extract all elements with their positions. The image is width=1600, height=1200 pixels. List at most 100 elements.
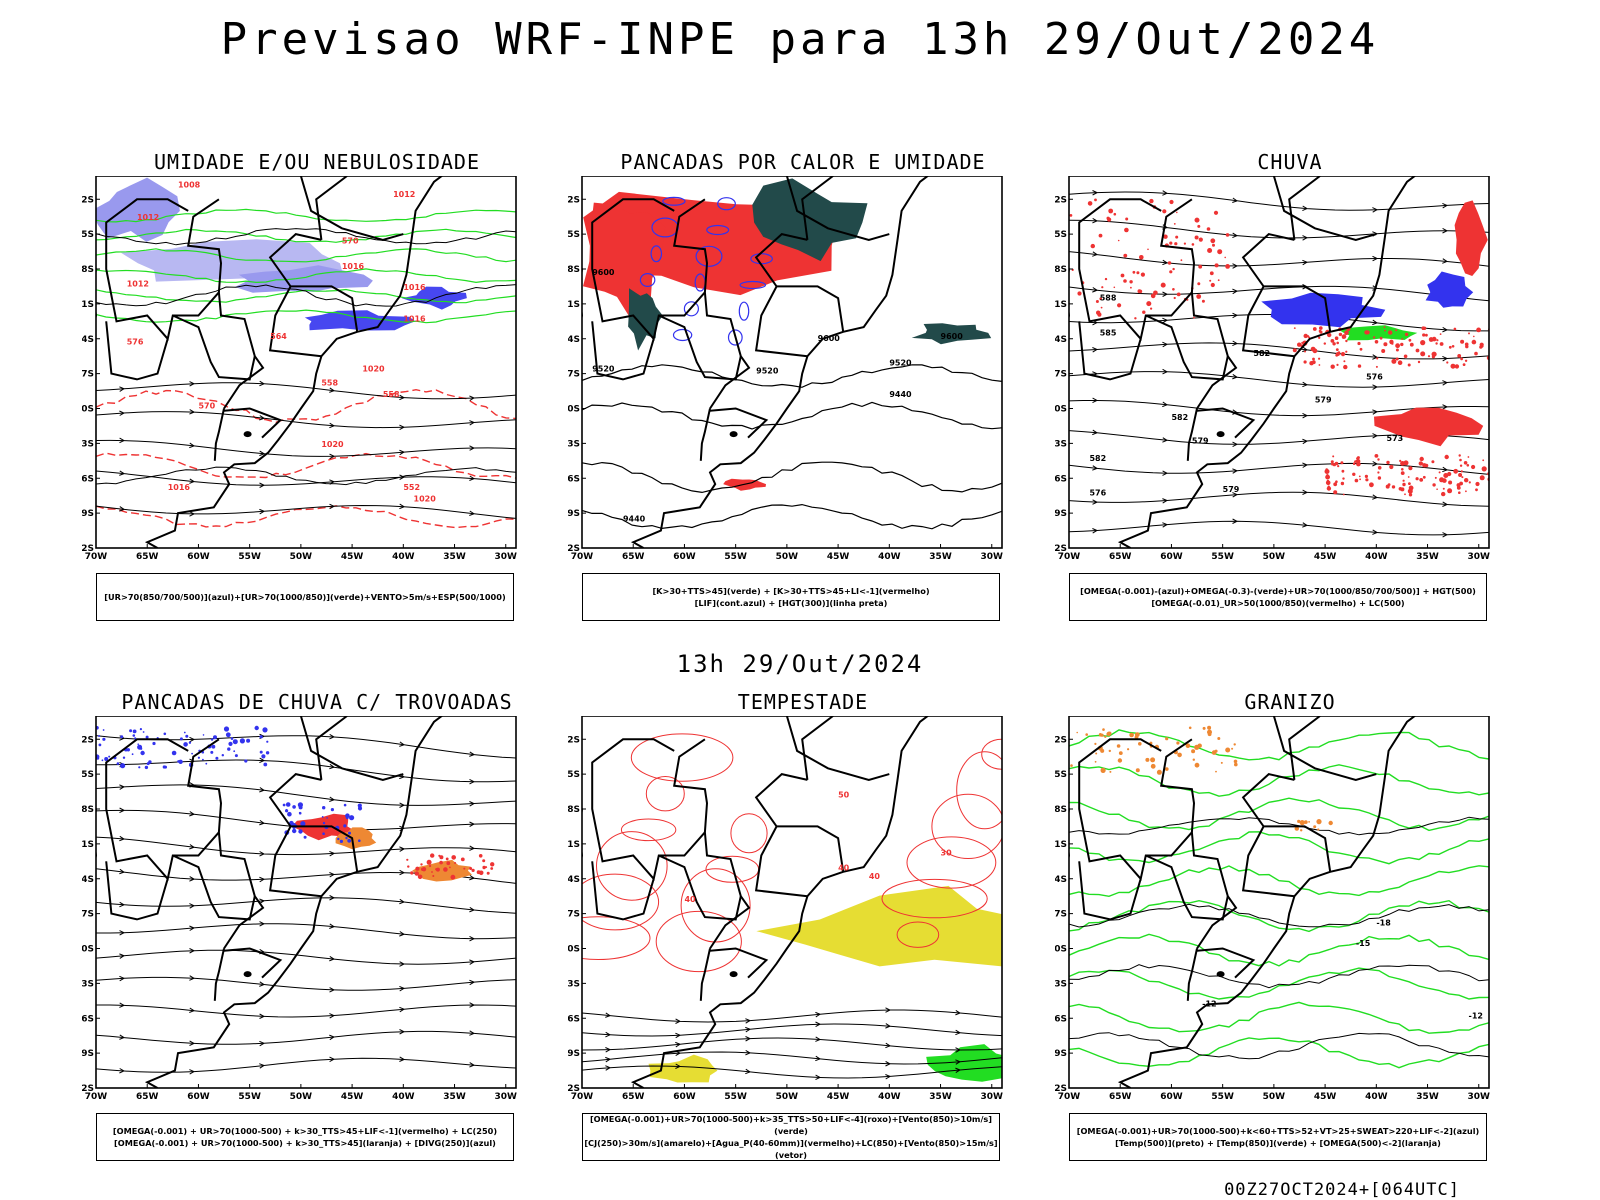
omega-red-speckle xyxy=(1439,342,1444,346)
omega-red-speckle xyxy=(1436,339,1439,342)
stream-arrowhead xyxy=(469,821,475,827)
lat-tick-label: 33S xyxy=(1055,439,1067,449)
divergence-blue-speckle xyxy=(282,803,286,807)
omega-red-speckle xyxy=(1374,454,1379,458)
lon-tick-label: 30W xyxy=(1468,552,1491,562)
omega-red-speckle xyxy=(1334,461,1339,466)
omega-red-speckle xyxy=(1442,478,1447,483)
map-background xyxy=(96,716,516,1088)
lat-tick-label: 39S xyxy=(82,509,94,519)
stream-arrowhead xyxy=(1162,317,1168,324)
contour-label: 9520 xyxy=(592,364,615,373)
stream-arrowhead xyxy=(1372,461,1378,467)
omega-red-speckle xyxy=(1377,466,1382,470)
omega-500-orange-speckle xyxy=(1127,748,1130,751)
omega-500-orange-speckle xyxy=(1192,758,1195,761)
contour-label: 1016 xyxy=(403,314,426,323)
omega-red-speckle xyxy=(1395,329,1398,332)
lifted-index-contour xyxy=(683,301,700,317)
stream-arrowhead xyxy=(469,1030,475,1036)
omega-red-speckle xyxy=(1150,307,1153,310)
omega-red-speckle xyxy=(1453,327,1457,331)
divergence-blue-speckle xyxy=(211,744,216,749)
stream-arrowhead xyxy=(955,1047,961,1053)
omega-red-speckle xyxy=(1292,348,1297,353)
omega-500-orange-speckle xyxy=(1317,828,1320,831)
omega-red-speckle xyxy=(1464,359,1468,362)
lat-tick-label: 39S xyxy=(568,509,580,519)
map-frame xyxy=(1068,716,1490,1089)
stream-arrowhead xyxy=(119,470,125,476)
omega-red-speckle xyxy=(1197,282,1201,286)
geopotential-300-contour xyxy=(582,401,1002,430)
lon-tick-label: 70W xyxy=(571,1092,594,1102)
stream-arrowhead xyxy=(259,757,265,764)
pressure-contour xyxy=(96,466,516,486)
streamline xyxy=(96,759,516,783)
omega-red-speckle xyxy=(1444,454,1449,460)
lon-tick-label: 45W xyxy=(341,1092,364,1102)
lon-tick-label: 40W xyxy=(1365,552,1388,562)
omega-red-speckle xyxy=(1175,235,1179,239)
lagoa-mirim xyxy=(243,971,252,978)
omega-red-speckle xyxy=(1391,485,1396,489)
divergence-blue-speckle xyxy=(104,757,109,761)
stream-arrowhead xyxy=(1302,462,1308,468)
stream-arrowhead xyxy=(1442,202,1448,209)
lat-tick-label: 36S xyxy=(1055,474,1067,484)
stream-arrowhead xyxy=(955,1029,961,1036)
omega-red-speckle xyxy=(1389,340,1394,345)
thunder-red-speckle xyxy=(463,867,466,870)
humidity-1000-contour xyxy=(96,228,516,243)
streamline xyxy=(96,382,516,400)
lat-tick-label: 24S xyxy=(1055,335,1067,345)
field-layer xyxy=(582,178,1002,530)
stream-arrowhead xyxy=(1302,438,1308,445)
omega-red-speckle xyxy=(1217,249,1223,255)
stream-arrowhead xyxy=(399,985,405,992)
country-border xyxy=(1241,285,1295,358)
stream-arrowhead xyxy=(885,1023,891,1029)
streamline xyxy=(96,1030,516,1045)
omega-red-speckle xyxy=(1383,342,1388,347)
omega-red-speckle xyxy=(1090,243,1095,249)
omega-red-speckle xyxy=(1225,233,1230,237)
geopotential-300-contour xyxy=(582,503,1002,530)
omega-red-speckle xyxy=(1325,474,1330,480)
omega-red-speckle xyxy=(1421,326,1426,330)
lon-tick-label: 60W xyxy=(187,552,210,562)
stream-arrowhead xyxy=(259,450,265,457)
panel-legend: [OMEGA(-0.001) + UR>70(1000-500) + k>30_… xyxy=(96,1113,514,1161)
stream-arrowhead xyxy=(119,1034,125,1040)
lon-tick-label: 30W xyxy=(981,1092,1004,1102)
omega-red-speckle xyxy=(1214,263,1219,268)
thunder-red-speckle xyxy=(454,862,457,864)
legend-line: [OMEGA(-0.001)+UR>70(1000-500)+k<60+TTS>… xyxy=(1076,1126,1480,1136)
stream-arrowhead xyxy=(189,811,195,817)
omega-500-orange-speckle xyxy=(1076,731,1078,734)
omega-red-speckle xyxy=(1324,469,1330,474)
stream-arrowhead xyxy=(1302,235,1308,241)
map-panel: PANCADAS POR CALOR E UMIDADE 9600 9600 9600… xyxy=(568,150,1038,630)
lat-tick-label: 30S xyxy=(568,405,580,415)
stream-arrowhead xyxy=(1442,227,1448,234)
omega-red-speckle xyxy=(1377,476,1382,480)
thickness-contour xyxy=(96,452,516,479)
omega-red-speckle xyxy=(1403,354,1408,359)
omega-red-speckle xyxy=(1431,351,1437,357)
omega-red-speckle xyxy=(1335,348,1339,351)
divergence-blue-speckle xyxy=(131,753,134,756)
omega-red-speckle xyxy=(1333,482,1338,487)
omega-red-speckle xyxy=(1333,490,1338,495)
omega-red-speckle xyxy=(1345,339,1348,343)
contour-label: 1020 xyxy=(321,440,344,449)
omega-red-speckle xyxy=(1354,478,1359,483)
stream-arrowhead xyxy=(1092,499,1098,505)
stream-arrowhead xyxy=(1372,354,1378,360)
omega-red-speckle xyxy=(1434,476,1437,479)
stream-arrowhead xyxy=(1232,288,1238,295)
thunder-red-speckle xyxy=(430,853,435,858)
contour-label: 579 xyxy=(1223,485,1240,494)
omega-red-speckle xyxy=(1403,460,1409,466)
divergence-blue-speckle xyxy=(287,811,292,817)
